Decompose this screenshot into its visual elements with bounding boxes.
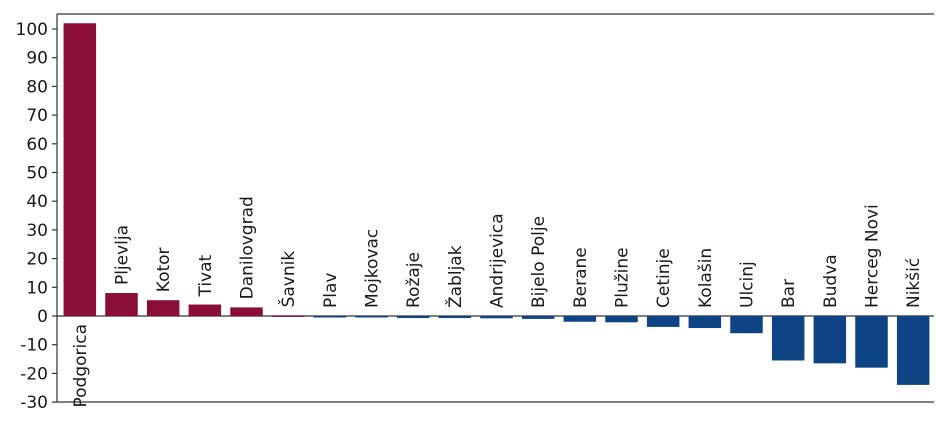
category-label: Žabljak [444, 245, 466, 308]
bar [521, 316, 555, 319]
bars [63, 23, 930, 385]
y-tick-label: 30 [26, 221, 48, 241]
category-label: Cetinje [654, 248, 674, 308]
bar [813, 316, 847, 364]
category-label: Budva [821, 254, 841, 308]
category-label: Kolašin [696, 248, 716, 308]
category-label: Mojkovac [363, 229, 383, 308]
bar [688, 316, 722, 329]
y-tick-label: 70 [26, 106, 48, 126]
category-label: Pljevlja [113, 225, 133, 285]
bar [771, 316, 805, 361]
bar [230, 307, 263, 316]
category-label: Herceg Novi [863, 204, 883, 308]
y-tick-label: -10 [20, 336, 48, 356]
bar [480, 316, 513, 319]
y-tick-label: 60 [26, 135, 48, 155]
category-label: Berane [571, 247, 591, 308]
bar [855, 316, 888, 368]
category-label: Danilovgrad [238, 196, 258, 299]
category-label: Plav [321, 273, 341, 308]
y-tick-label: 50 [26, 164, 48, 184]
y-tick-label: 100 [16, 20, 48, 40]
category-labels: Podgorica Pljevlja Kotor Tivat Danilovgrad Ša… [71, 196, 924, 407]
bar [105, 293, 138, 316]
bar [271, 315, 305, 317]
category-label: Kotor [154, 247, 174, 292]
category-label: Nikšić [904, 258, 924, 308]
bar [146, 300, 180, 316]
y-tick-label: 80 [26, 77, 48, 97]
bar [438, 316, 472, 319]
y-tick-label: 90 [26, 49, 48, 69]
category-label: Podgorica [71, 324, 91, 408]
bar [563, 316, 597, 322]
bar [188, 304, 222, 316]
bar [63, 23, 97, 316]
category-label: Bijelo Polje [529, 216, 549, 308]
bar [355, 316, 388, 318]
category-label: Plužine [613, 247, 633, 308]
category-label: Andrijevica [488, 213, 508, 308]
y-tick-label: -30 [20, 393, 48, 413]
bar [730, 316, 763, 334]
category-label: Ulcinj [738, 261, 758, 308]
category-label: Rožaje [404, 252, 424, 308]
category-label: Bar [779, 279, 799, 308]
y-tick-label: 10 [26, 278, 48, 298]
y-tick-label: 40 [26, 192, 48, 212]
y-tick-label: 0 [37, 307, 48, 327]
y-tick-label: 20 [26, 250, 48, 270]
bar [896, 316, 930, 385]
bar [313, 316, 347, 318]
category-label: Šavnik [277, 251, 299, 308]
category-label: Tivat [196, 254, 216, 297]
bar [605, 316, 638, 323]
bar [396, 316, 430, 319]
y-tick-label: -20 [20, 364, 48, 384]
bar [646, 316, 680, 327]
